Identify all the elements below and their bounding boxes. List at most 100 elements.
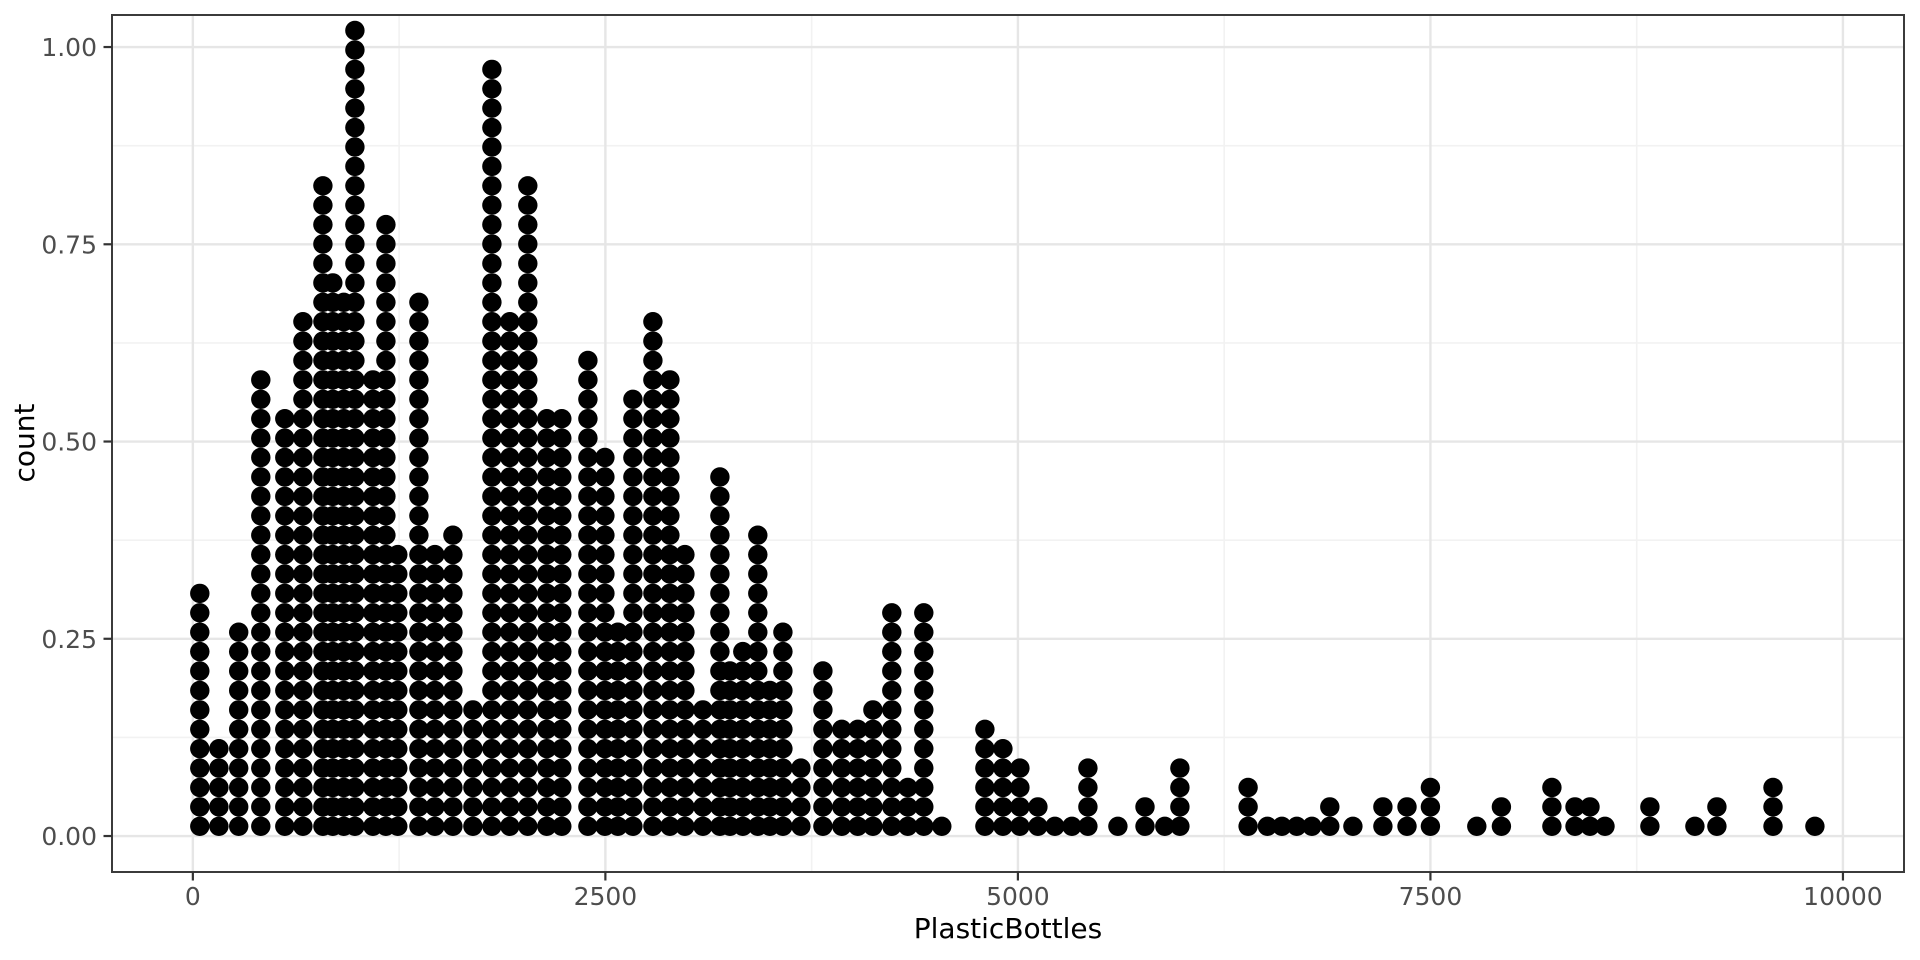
dot [1763,777,1783,798]
dot-stack [578,350,598,837]
dot [1010,758,1030,778]
dot [710,525,730,545]
dot [733,738,753,759]
dot [675,700,695,720]
dot [409,486,429,507]
dot [660,719,680,740]
x-tick-label: 7500 [1399,882,1463,911]
dot [345,214,365,235]
dot [773,738,793,759]
dot [409,506,429,526]
dot [482,777,502,798]
dot [537,447,557,468]
dot [345,370,365,390]
dot [993,777,1013,798]
dot [813,797,833,817]
dot [293,506,313,526]
dot [190,583,210,604]
dot [693,758,713,778]
dot-stack [1565,797,1585,837]
dot [595,525,615,545]
dot [863,758,883,778]
dot [675,641,695,662]
dot [518,273,538,293]
dot [623,525,643,545]
dot [813,738,833,759]
dot [518,544,538,565]
dot [660,641,680,662]
dot-stack [1467,816,1487,837]
dot [675,661,695,681]
dot [345,603,365,623]
dot [643,370,663,390]
dot-stack [914,603,934,837]
dot [537,777,557,798]
dot [425,564,445,584]
dot [275,719,295,740]
dot [1062,816,1082,837]
dot [275,700,295,720]
dot [409,350,429,371]
dot [773,641,793,662]
dot [552,700,572,720]
dot [537,564,557,584]
dot [898,797,918,817]
axis-tick-labels: 0 2500 5000 7500 10000 0.00 0.25 0.50 0.75 1.00 [41,33,1882,911]
dot [388,738,408,759]
dot [345,176,365,196]
dot [500,758,520,778]
dot [537,719,557,740]
dot [275,661,295,681]
dot [518,641,538,662]
dot [376,447,396,468]
dot [443,797,463,817]
dot [643,758,663,778]
dot [190,797,210,817]
dot [993,797,1013,817]
dot [552,680,572,701]
dot [388,583,408,604]
dot [482,816,502,837]
dot [914,758,934,778]
dot [552,525,572,545]
dot-stack [863,700,883,837]
dot [643,622,663,642]
dot [552,661,572,681]
dot [914,797,934,817]
dot [518,331,538,351]
dot [228,758,249,778]
dot [251,738,271,759]
dot [813,777,833,798]
dot [443,661,463,681]
dot [409,331,429,351]
dot [482,583,502,604]
dot [425,816,445,837]
dot [1155,816,1175,837]
dot [848,758,868,778]
dot [409,311,429,332]
dot [482,59,502,80]
dot [1763,816,1783,837]
dot-stack [1287,816,1307,837]
dot [190,719,210,740]
dot [313,234,333,254]
dot [518,253,538,274]
x-axis-title: PlasticBottles [914,912,1102,945]
dot [660,525,680,545]
dot [518,214,538,235]
dot [345,738,365,759]
dot [482,641,502,662]
dot [675,622,695,642]
dot [293,447,313,468]
dot [733,680,753,701]
dot [293,680,313,701]
x-tick-label: 5000 [986,882,1050,911]
dot-stack [1155,816,1175,837]
dot-stack [1062,816,1082,837]
dot [251,583,271,604]
dot [409,758,429,778]
dot [1010,777,1030,798]
dot [409,447,429,468]
dot [1272,816,1292,837]
